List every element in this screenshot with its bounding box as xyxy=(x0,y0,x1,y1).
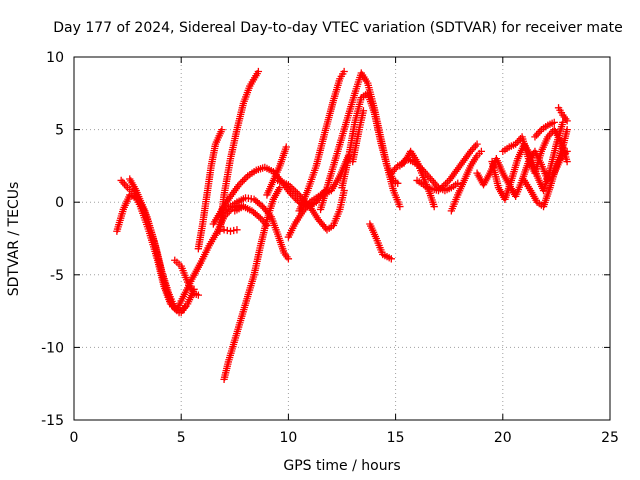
series-10 xyxy=(231,202,271,230)
data-point xyxy=(254,67,263,76)
series-7 xyxy=(220,226,241,235)
x-tick-label: 20 xyxy=(494,430,512,446)
data-point xyxy=(477,147,486,156)
data-point xyxy=(563,157,571,166)
series-26 xyxy=(520,125,571,211)
series-18 xyxy=(366,220,395,263)
data-point xyxy=(473,140,481,148)
x-axis-label: GPS time / hours xyxy=(283,458,400,474)
data-point xyxy=(194,291,203,299)
axis-ticks: 0 5 10 15 20 25 -15 -10 -5 0 5 10 xyxy=(41,50,619,446)
series-27 xyxy=(554,104,571,125)
data-point xyxy=(563,125,571,134)
data-point xyxy=(559,118,567,126)
data-point xyxy=(394,179,402,187)
data-point xyxy=(454,179,462,187)
series-28 xyxy=(531,118,558,141)
series-3 xyxy=(171,256,203,299)
data-point xyxy=(181,303,190,311)
data-point xyxy=(340,67,348,76)
data-point xyxy=(226,227,235,235)
y-tick-label: -15 xyxy=(41,413,64,429)
x-tick-label: 15 xyxy=(387,430,405,446)
data-points xyxy=(113,67,571,383)
series-2 xyxy=(126,175,190,317)
data-marker xyxy=(230,226,238,235)
series-13 xyxy=(274,176,348,234)
y-tick-label: 0 xyxy=(55,195,64,211)
data-marker xyxy=(223,226,231,235)
series-22 xyxy=(447,147,486,215)
series-5 xyxy=(220,184,284,383)
data-point xyxy=(263,221,271,230)
data-point xyxy=(359,107,368,115)
data-point xyxy=(284,255,293,263)
data-point xyxy=(396,202,404,211)
data-point xyxy=(550,118,558,126)
series-4 xyxy=(194,125,226,253)
y-tick-label: -10 xyxy=(41,340,64,356)
series-6 xyxy=(216,67,263,235)
x-tick-label: 5 xyxy=(177,430,186,446)
y-axis-label: SDTVAR / TECUs xyxy=(6,182,22,297)
data-point xyxy=(276,184,284,192)
data-point xyxy=(218,125,226,134)
y-tick-label: 5 xyxy=(55,123,64,139)
plot-frame xyxy=(73,56,611,421)
series-14 xyxy=(295,67,348,215)
series-16 xyxy=(338,89,402,192)
x-tick-label: 25 xyxy=(601,430,619,446)
data-point xyxy=(233,226,241,234)
y-tick-label: 10 xyxy=(46,50,64,66)
series-9 xyxy=(216,194,293,263)
data-point xyxy=(563,117,571,125)
data-point xyxy=(387,255,395,263)
data-point xyxy=(430,202,438,211)
series-21 xyxy=(413,140,481,195)
x-tick-label: 0 xyxy=(70,430,79,446)
y-tick-label: -5 xyxy=(50,268,64,284)
series-11 xyxy=(263,143,290,199)
series-17 xyxy=(349,107,368,166)
data-point xyxy=(282,143,290,151)
x-tick-label: 10 xyxy=(279,430,297,446)
chart-title: Day 177 of 2024, Sidereal Day-to-day VTE… xyxy=(53,20,623,36)
data-point xyxy=(220,226,228,234)
